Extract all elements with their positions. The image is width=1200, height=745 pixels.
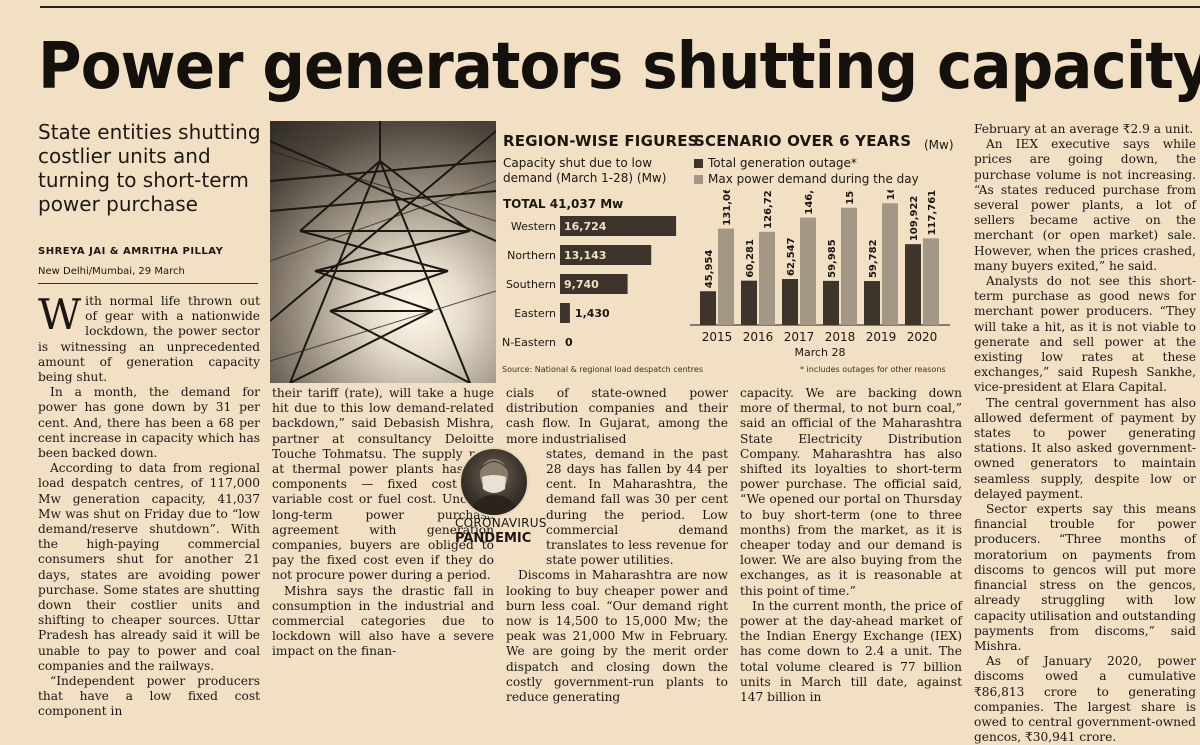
region-chart-source: Source: National & regional load despatc…: [502, 365, 704, 374]
paragraph-1-text: ith normal life thrown out of gear with …: [38, 294, 260, 385]
region-category-label: Northern: [507, 249, 556, 262]
scenario-bar: [700, 291, 716, 325]
coronavirus-badge-photo: [459, 447, 529, 517]
region-chart-title: REGION-WISE FIGURES: [503, 132, 699, 150]
legend-swatch-light: [694, 175, 703, 184]
scenario-value-label: 60,281: [745, 239, 756, 278]
byline: SHREYA JAI & AMRITHA PILLAY: [38, 246, 224, 257]
scenario-value-label: 165,502: [886, 190, 897, 200]
region-category-label: Western: [511, 220, 556, 233]
paragraph-13: Analysts do not see this short-term purc…: [974, 274, 1196, 395]
article-column-4: capacity. We are backing down more of th…: [740, 386, 962, 705]
paragraph-6: Mishra says the drastic fall in consumpt…: [272, 583, 494, 659]
region-bar: [560, 245, 652, 265]
scenario-year-label: 2015: [702, 330, 733, 344]
paragraph-11: February at an average ₹2.9 a unit.: [974, 122, 1194, 136]
region-bar: [560, 274, 628, 294]
paragraph-2: In a month, the demand for power has gon…: [38, 385, 260, 461]
scenario-value-label: 126,725: [763, 190, 774, 229]
region-chart-subtitle: Capacity shut due to low demand (March 1…: [503, 156, 667, 185]
scenario-year-label: 2016: [743, 330, 774, 344]
scenario-bar-chart: 45,954 131,065 2015 60,281 126,725 2016 62,547…: [690, 190, 950, 359]
paragraph-15: Sector experts say this means financial …: [974, 502, 1196, 653]
transmission-tower-icon: [270, 121, 496, 383]
legend-max-demand: Max power demand during the day: [694, 172, 919, 186]
paragraph-16: As of January 2020, power discoms owed a…: [974, 654, 1196, 745]
scenario-value-label: 131,065: [722, 190, 733, 226]
scenario-bar: [782, 279, 798, 325]
scenario-bar: [864, 281, 880, 325]
paragraph-10: In the current month, the price of power…: [740, 598, 962, 705]
scenario-value-label: 117,761: [927, 190, 938, 235]
region-chart-total: TOTAL 41,037 Mw: [503, 197, 624, 211]
scenario-xlabel: March 28: [794, 346, 845, 359]
scenario-bar: [823, 280, 839, 325]
paragraph-3: According to data from regional load des…: [38, 461, 260, 673]
paragraph-4: “Independent power producers that have a…: [38, 674, 260, 719]
scenario-bar: [905, 244, 921, 325]
article-column-3: cials of state-owned power distribution …: [506, 386, 728, 705]
masked-person-icon: [469, 459, 519, 515]
dropcap: W: [38, 290, 82, 339]
scenario-year-label: 2020: [907, 330, 938, 344]
region-value-label: 9,740: [564, 278, 599, 291]
scenario-bar: [800, 217, 816, 325]
top-rule: [40, 0, 1200, 18]
scenario-bar: [923, 238, 939, 325]
headline: Power generators shutting capacity: [38, 30, 1200, 104]
legend-total-outage: Total generation outage*: [694, 156, 857, 170]
byline-divider: [38, 283, 258, 284]
region-bar: [560, 216, 677, 236]
scenario-bar: [759, 231, 775, 325]
paragraph-8: Discoms in Maharashtra are now looking t…: [506, 568, 728, 705]
scenario-bar: [741, 280, 757, 325]
region-category-label: N-Eastern: [502, 336, 556, 349]
scenario-value-label: 109,922: [909, 196, 920, 242]
scenario-value-label: 62,547: [786, 237, 797, 276]
paragraph-12: An IEX executive says while prices are g…: [974, 137, 1196, 273]
dateline: New Delhi/Mumbai, 29 March: [38, 266, 185, 277]
scenario-value-label: 146,050: [804, 190, 815, 215]
deck: State entities shutting costlier units a…: [38, 120, 261, 216]
paragraph-7: cials of state-owned power distribution …: [506, 386, 728, 446]
legend-swatch-dark: [694, 159, 703, 168]
scenario-chart-footnote: * includes outages for other reasons: [800, 365, 946, 374]
scenario-year-label: 2019: [866, 330, 897, 344]
region-category-label: Eastern: [514, 307, 556, 320]
paragraph-9: capacity. We are backing down more of th…: [740, 386, 962, 598]
region-category-label: Southern: [506, 278, 556, 291]
scenario-bar: [841, 207, 857, 325]
region-value-label: 1,430: [575, 307, 610, 320]
scenario-year-label: 2017: [784, 330, 815, 344]
scenario-chart-title: SCENARIO OVER 6 YEARS: [694, 132, 912, 150]
scenario-bar: [882, 203, 898, 325]
paragraph-14: The central government has also allowed …: [974, 395, 1196, 501]
scenario-value-label: 45,954: [704, 250, 715, 289]
legend-total-outage-label: Total generation outage*: [708, 156, 857, 170]
scenario-year-label: 2018: [825, 330, 856, 344]
scenario-value-label: 159,507: [845, 190, 856, 205]
paragraph-7-wrap: states, demand in the past 28 days has f…: [546, 446, 728, 568]
legend-max-demand-label: Max power demand during the day: [708, 172, 919, 186]
region-value-label: 16,724: [564, 220, 607, 233]
badge-pandemic-label: PANDEMIC: [455, 531, 532, 546]
article-column-5: February at an average ₹2.9 a unit. An I…: [974, 122, 1196, 745]
paragraph-5: their tariff (rate), will take a huge hi…: [272, 386, 494, 583]
badge-coronavirus-label: CORONAVIRUS: [455, 516, 547, 530]
scenario-value-label: 59,782: [868, 239, 879, 278]
scenario-chart-unit: (Mw): [924, 138, 954, 152]
scenario-bar: [718, 228, 734, 325]
region-value-label: 0: [565, 336, 573, 349]
photo-transmission-tower: [270, 121, 496, 383]
region-value-label: 13,143: [564, 249, 606, 262]
scenario-value-label: 59,985: [827, 239, 838, 278]
article-column-2: their tariff (rate), will take a huge hi…: [272, 386, 494, 660]
region-bar-chart: Western 16,724 Northern 13,143 Southern 9,740…: [502, 216, 677, 349]
region-bar: [560, 303, 570, 323]
